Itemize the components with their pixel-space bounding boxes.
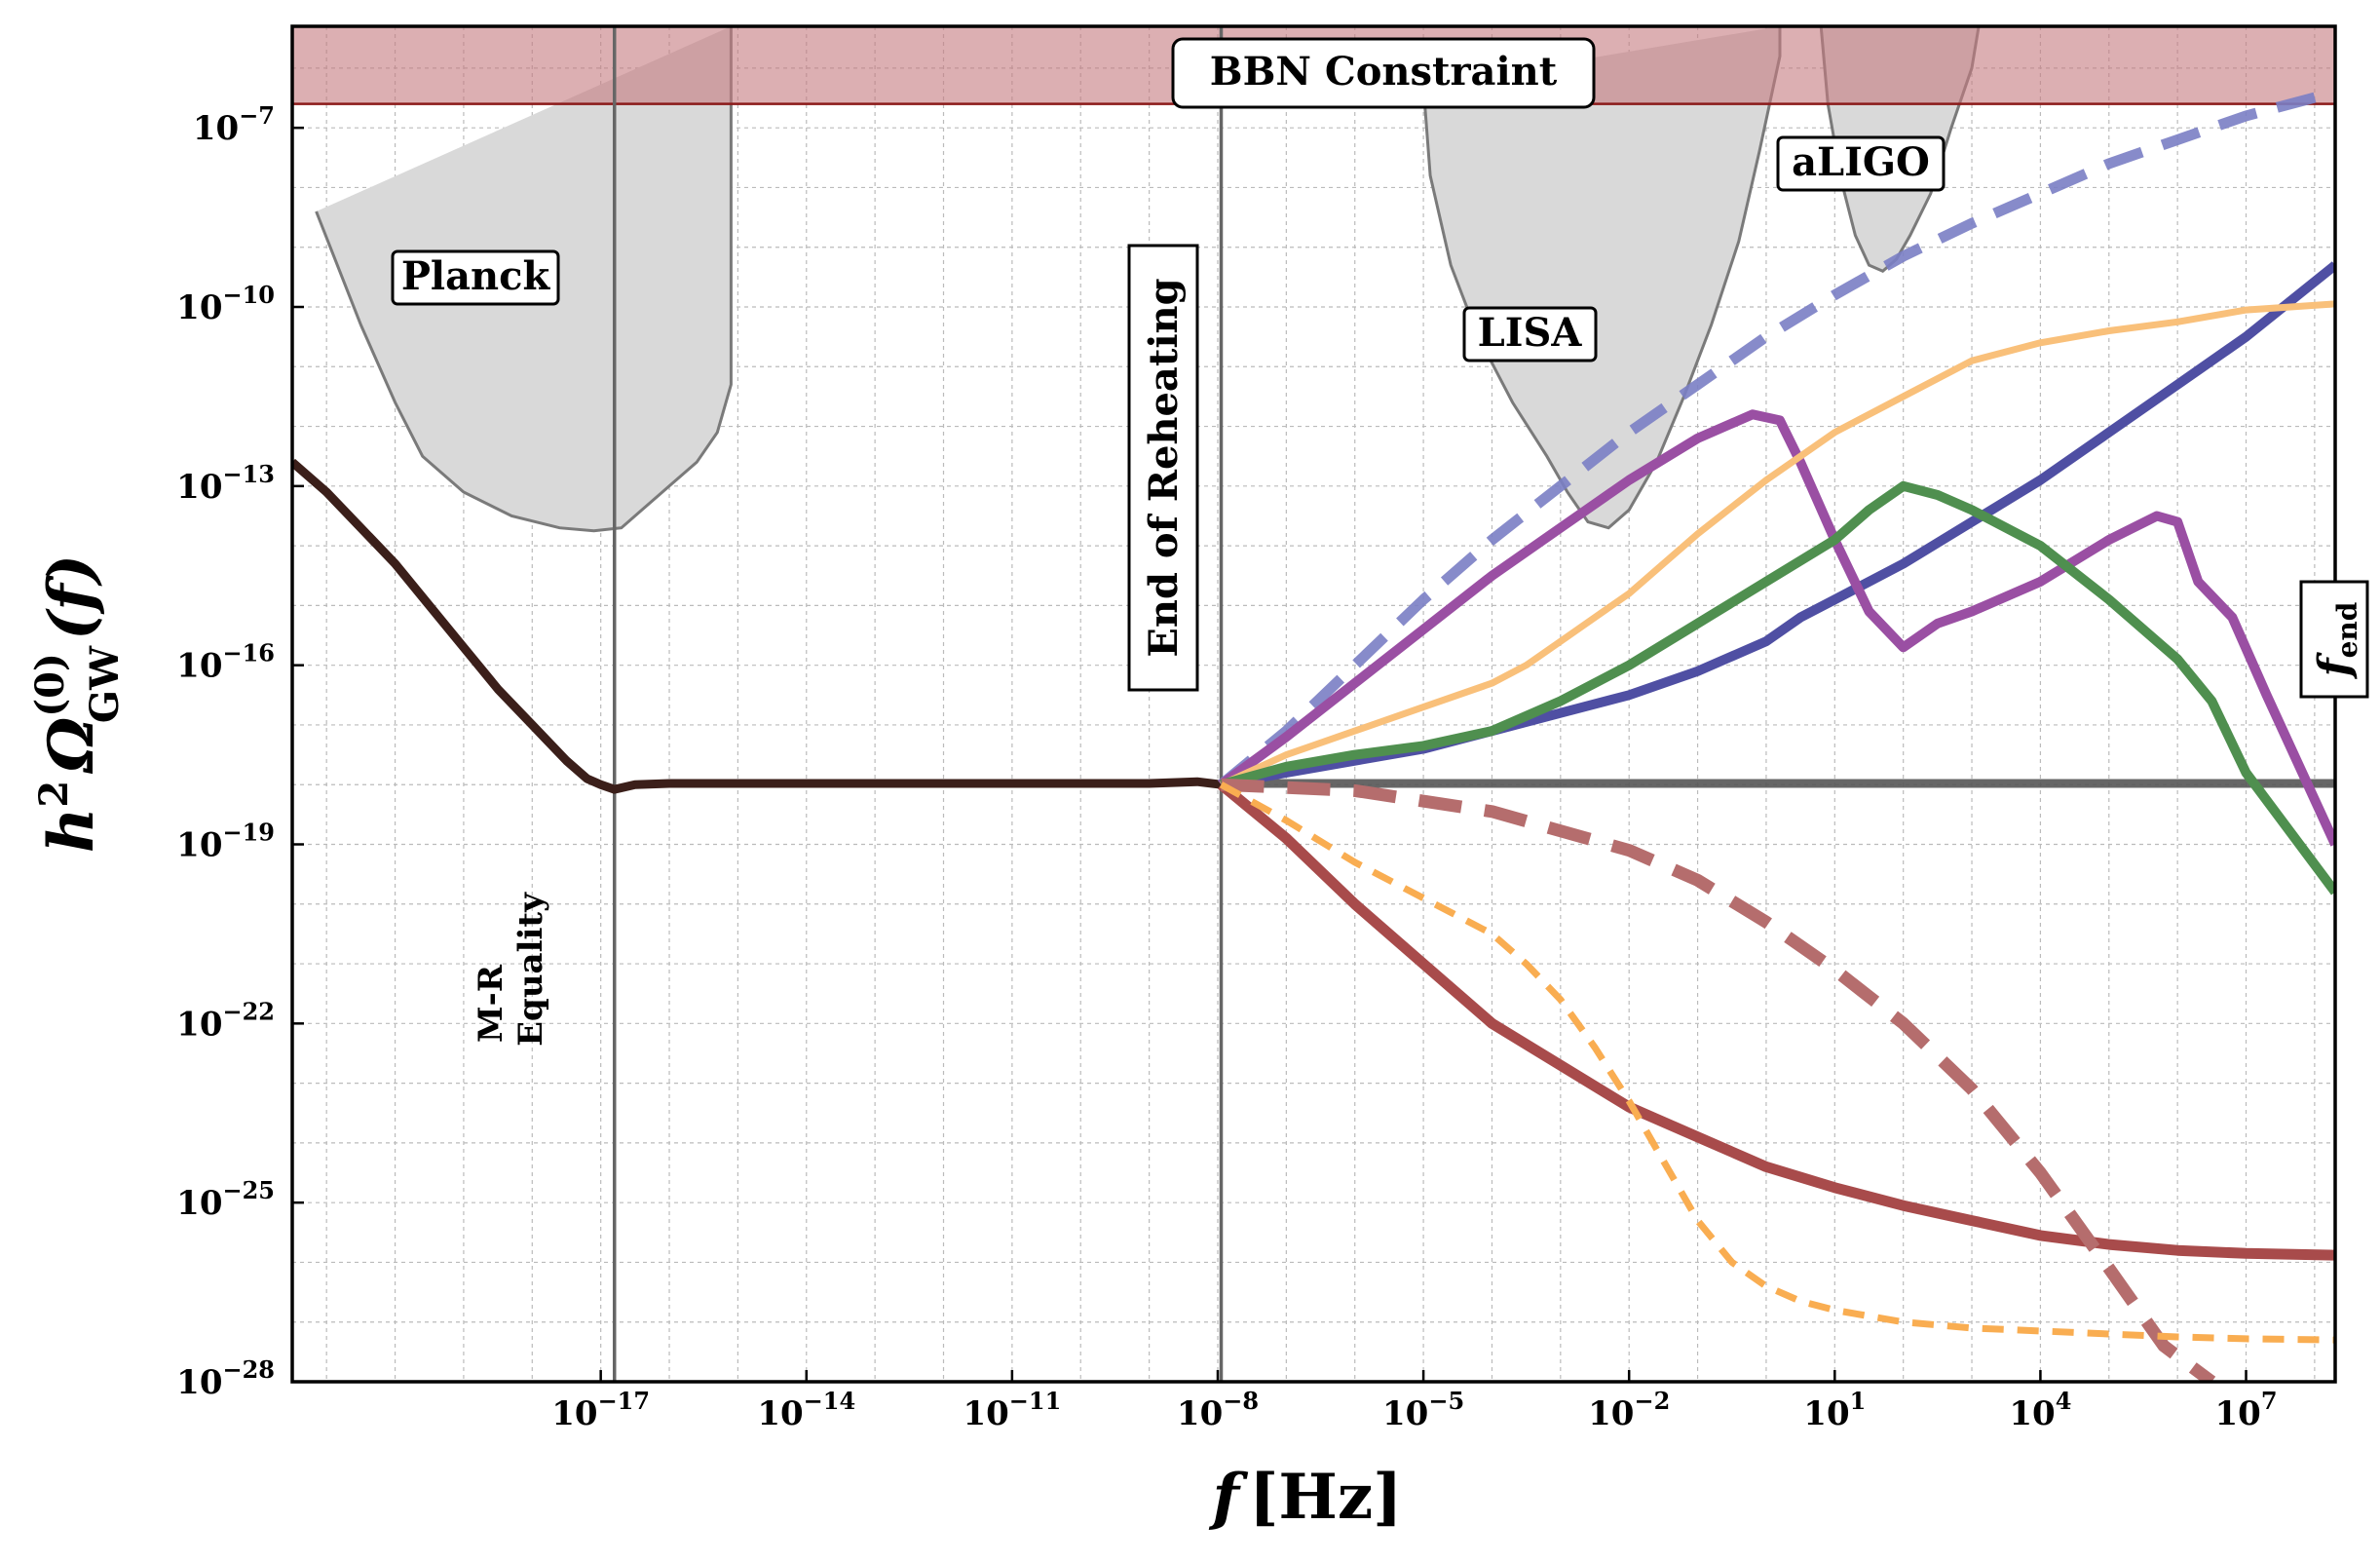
lisa-label-box	[1462, 306, 1598, 362]
series-light-orange-solid	[1220, 300, 2335, 788]
y-tick-exp: −28	[222, 1355, 275, 1384]
y-tick-exp: −10	[222, 281, 275, 309]
y-tick-exp: −19	[222, 819, 275, 847]
x-tick-exp: −14	[804, 1387, 856, 1415]
x-tick-base: 10	[1803, 1394, 1849, 1433]
y-tick-base: 10	[176, 826, 222, 865]
x-tick-label: 10−2	[1588, 1387, 1670, 1433]
x-tick-base: 10	[551, 1394, 597, 1433]
bbn-label-box	[1171, 37, 1596, 109]
y-axis-arg: (f)	[35, 554, 108, 640]
y-tick-base: 10	[176, 468, 222, 507]
mr-equality-label: M-R Equality	[472, 892, 550, 1047]
y-tick-label: 10−25	[176, 1176, 275, 1223]
y-axis-sub: GW	[82, 645, 128, 723]
x-tick-base: 10	[2009, 1394, 2055, 1433]
y-axis-sup: (0)	[27, 653, 73, 717]
lisa-label: LISA	[1462, 306, 1598, 362]
y-axis-h: h	[35, 808, 108, 854]
y-tick-label: 10−28	[176, 1355, 275, 1402]
axis-ticks: 10−17 10−14 10−11 10−8 10−5 10−2 101 104 10710−7…	[176, 101, 2277, 1433]
x-tick-base: 10	[757, 1394, 803, 1433]
y-tick-exp: −25	[222, 1176, 275, 1204]
x-axis-symbol: f	[1209, 1461, 1249, 1534]
x-tick-base: 10	[1588, 1394, 1634, 1433]
fend-label-box	[2299, 580, 2369, 699]
x-tick-label: 101	[1803, 1387, 1866, 1433]
series-purple	[1218, 409, 2335, 847]
x-tick-label: 104	[2009, 1387, 2071, 1433]
planck-label-text: Planck	[401, 253, 551, 299]
planck-label: Planck	[391, 249, 560, 306]
fend-label: fend	[2299, 580, 2369, 699]
y-tick-base: 10	[176, 647, 222, 686]
y-tick-label: 10−16	[176, 639, 275, 686]
y-axis-omega: Ω	[35, 717, 108, 775]
x-tick-label: 10−14	[757, 1387, 855, 1433]
plot-frame	[290, 24, 2337, 1384]
x-tick-exp: −2	[1634, 1387, 1670, 1415]
aligo-label-text: aLIGO	[1792, 139, 1930, 185]
y-tick-label: 10−13	[176, 460, 275, 507]
x-tick-label: 10−5	[1382, 1387, 1464, 1433]
region-lisa-fill	[1423, 26, 1780, 528]
bbn-label-text: BBN Constraint	[1210, 49, 1558, 95]
x-tick-exp: 1	[1850, 1387, 1867, 1415]
lisa-label-text: LISA	[1478, 310, 1583, 356]
x-tick-exp: −11	[1009, 1387, 1062, 1415]
y-tick-base: 10	[176, 1184, 222, 1223]
y-tick-base: 10	[176, 1005, 222, 1044]
series-green	[1220, 480, 2335, 896]
fend-subscript: end	[2331, 602, 2363, 659]
planck-label-box	[391, 249, 560, 306]
series-orange-dashed	[1219, 782, 2335, 1344]
reheating-label-text: End of Reheating	[1141, 278, 1187, 657]
x-tick-base: 10	[963, 1394, 1008, 1433]
series-blue-dashed	[1218, 87, 2335, 789]
series	[292, 87, 2335, 1382]
y-tick-label: 10−7	[193, 101, 275, 148]
aligo-label-box	[1776, 135, 1946, 192]
x-tick-label: 107	[2215, 1387, 2278, 1433]
y-tick-exp: −7	[239, 101, 275, 130]
mr-label-line2: Equality	[511, 892, 550, 1047]
x-tick-base: 10	[2215, 1394, 2261, 1433]
y-axis-title: h2 Ω(0) GW(f)	[27, 554, 128, 853]
series-red-solid	[1217, 780, 2335, 1261]
y-tick-base: 10	[193, 109, 239, 148]
x-tick-exp: 4	[2056, 1387, 2072, 1415]
x-tick-exp: −8	[1223, 1387, 1259, 1415]
x-tick-exp: 7	[2261, 1387, 2278, 1415]
x-tick-exp: −17	[598, 1387, 651, 1415]
y-tick-base: 10	[176, 288, 222, 327]
x-tick-label: 10−11	[963, 1387, 1061, 1433]
bbn-label: BBN Constraint	[1171, 37, 1596, 109]
y-tick-label: 10−22	[176, 997, 275, 1044]
y-axis-h-exp: 2	[31, 781, 77, 808]
reheating-label-box	[1127, 244, 1199, 692]
mr-label-line1: M-R	[472, 964, 510, 1043]
y-tick-exp: −16	[222, 639, 275, 667]
x-tick-base: 10	[1382, 1394, 1428, 1433]
series-low-frequency-common	[292, 458, 1223, 794]
x-tick-label: 10−8	[1177, 1387, 1259, 1433]
y-tick-exp: −13	[222, 460, 275, 488]
aligo-label: aLIGO	[1776, 135, 1946, 192]
y-tick-base: 10	[176, 1363, 222, 1402]
reheating-label: End of Reheating	[1127, 244, 1199, 692]
y-tick-label: 10−10	[176, 281, 275, 327]
y-tick-label: 10−19	[176, 819, 275, 865]
x-tick-exp: −5	[1428, 1387, 1464, 1415]
y-tick-exp: −22	[222, 997, 275, 1025]
x-tick-label: 10−17	[551, 1387, 650, 1433]
series-red-dashed	[1221, 778, 2216, 1382]
vertical-lines	[612, 26, 1224, 1382]
x-axis-unit: [Hz]	[1249, 1461, 1402, 1534]
x-tick-base: 10	[1177, 1394, 1223, 1433]
x-axis-title: f [Hz]	[1209, 1461, 1403, 1534]
region-planck-edge	[315, 26, 733, 533]
